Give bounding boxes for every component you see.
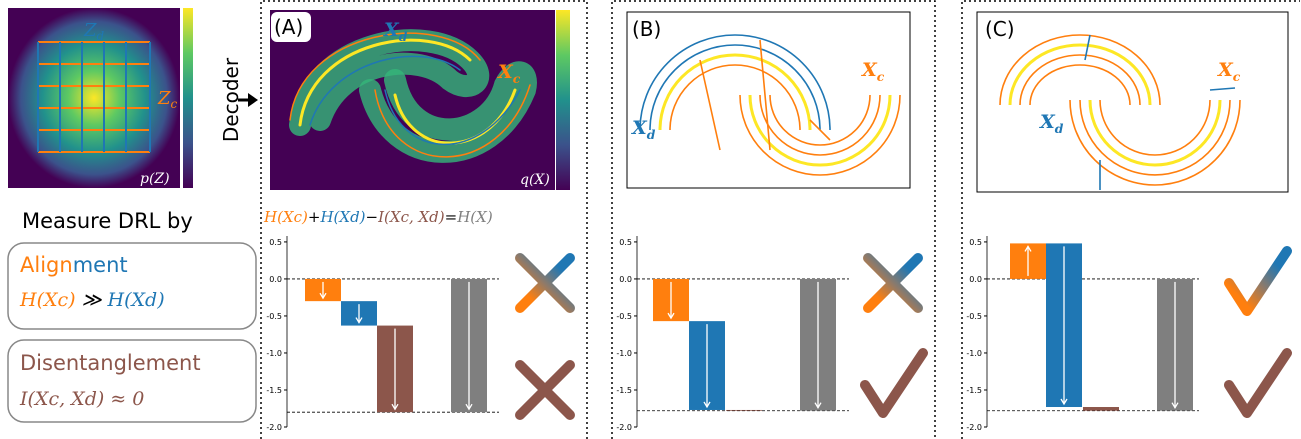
subscript: d [399, 29, 408, 44]
colorbar [183, 8, 193, 188]
eq-part: H(Xd) [319, 208, 365, 226]
eq-part: − [366, 208, 379, 226]
y-tick-label: -2.0 [616, 423, 632, 432]
q-x-label: q(X) [520, 172, 550, 188]
bar [1083, 407, 1119, 411]
subscript: d [647, 127, 656, 142]
y-tick-label: -0.5 [966, 312, 982, 321]
gg: ≫ [82, 289, 103, 311]
eq-part: I(Xc, Xd) [377, 208, 445, 226]
y-tick-label: -0.5 [616, 312, 632, 321]
arrowhead [248, 93, 258, 107]
measure-title: Measure DRL by [22, 209, 193, 233]
base: X [383, 19, 400, 41]
subscript: d [97, 29, 105, 43]
cross-symbol [868, 258, 918, 308]
base: X [631, 117, 648, 139]
y-tick-label: 0.5 [619, 238, 632, 247]
p-z-label: p(Z) [140, 171, 170, 187]
disentanglement-formula: I(Xc, Xd) ≈ 0 [19, 388, 144, 410]
align-part: Align [20, 253, 73, 277]
subscript: c [513, 71, 521, 86]
check-symbol [865, 353, 923, 413]
subscript: d [1055, 121, 1064, 136]
colorbar [556, 10, 570, 190]
alignment-name: Alignment [20, 253, 128, 277]
figure: Zd Zc p(Z) Decoder Measure DRL by Alignm… [0, 0, 1301, 439]
hc: H(Xc) [19, 289, 76, 311]
y-tick-label: -1.0 [616, 349, 632, 358]
base: X [861, 59, 878, 81]
subscript: c [171, 97, 178, 111]
y-tick-label: -0.5 [266, 312, 282, 321]
y-tick-label: -1.0 [266, 349, 282, 358]
alignment-formula: H(Xc) ≫ H(Xd) [19, 289, 165, 311]
ment-part: ment [73, 253, 128, 277]
eq-part: H(X) [456, 208, 493, 226]
page: Zd Zc p(Z) Decoder Measure DRL by Alignm… [0, 0, 1301, 439]
y-tick-label: 0.0 [269, 275, 282, 284]
panel-label: (B) [632, 17, 661, 41]
subscript: c [1233, 69, 1241, 84]
cross-symbol [520, 258, 570, 308]
y-tick-label: 0.0 [619, 275, 632, 284]
y-tick-label: -1.0 [966, 349, 982, 358]
panel-c-image [977, 12, 1288, 192]
base: X [1039, 111, 1056, 133]
y-tick-label: 0.0 [969, 275, 982, 284]
eq-part: = [445, 208, 458, 226]
hd: H(Xd) [107, 289, 165, 311]
y-tick-label: -1.5 [966, 386, 982, 395]
eq-part: + [308, 208, 321, 226]
panel-b-image [627, 12, 910, 188]
y-tick-label: 0.5 [269, 238, 282, 247]
y-tick-label: -1.5 [616, 386, 632, 395]
y-tick-label: 0.5 [969, 238, 982, 247]
y-tick-label: -1.5 [266, 386, 282, 395]
panel-label: (C) [985, 17, 1015, 41]
base: X [1217, 59, 1234, 81]
bar [726, 410, 762, 411]
disentanglement-name: Disentanglement [20, 351, 201, 375]
check-symbol [1229, 353, 1287, 413]
check-symbol [1229, 251, 1287, 311]
base: Z [83, 20, 97, 41]
y-tick-label: -2.0 [966, 423, 982, 432]
cross-symbol [520, 365, 570, 415]
subscript: c [877, 69, 885, 84]
base: Z [157, 88, 171, 109]
y-tick-label: -2.0 [266, 423, 282, 432]
equation: H(Xc)+H(Xd)−I(Xc, Xd)=H(X) [263, 208, 493, 226]
base: X [497, 61, 514, 83]
panel-label: (A) [274, 15, 303, 39]
eq-part: H(Xc) [263, 208, 308, 226]
